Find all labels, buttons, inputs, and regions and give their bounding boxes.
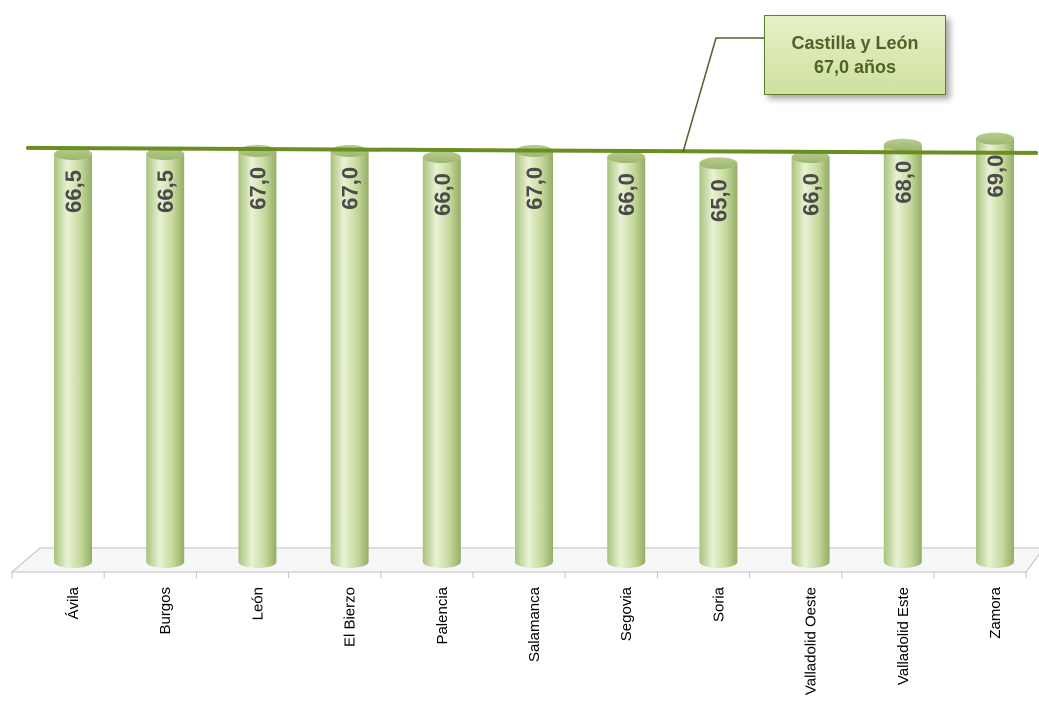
x-tick-label: Salamanca (526, 586, 543, 662)
bar-body (146, 154, 185, 568)
bar-cap (976, 132, 1014, 145)
bar-2: 66,5 (146, 148, 185, 568)
bar-11: 69,0 (976, 132, 1014, 568)
bar-body (976, 138, 1014, 568)
bar-value-label: 67,0 (522, 167, 547, 210)
bar-body (238, 150, 277, 569)
x-tick-label: Segovia (618, 586, 635, 641)
bars: 66,5 66,5 67,0 67,0 66,0 67,0 66,0 65,0 66,0 68,0… (54, 132, 1014, 569)
bar-7: 66,0 (607, 151, 646, 568)
x-tick-label: Palencia (434, 586, 451, 644)
bar-4: 67,0 (330, 144, 369, 569)
x-tick-label: Valladolid Este (895, 587, 912, 685)
bar-cap (883, 138, 922, 151)
bar-value-label: 66,0 (430, 173, 455, 216)
bar-value-label: 69,0 (983, 155, 1008, 198)
x-tick-label: León (249, 587, 266, 620)
bar-body (330, 150, 369, 569)
bar-5: 66,0 (422, 151, 461, 568)
bar-body (791, 157, 830, 568)
bar-body (54, 154, 92, 568)
callout-leader (682, 37, 764, 153)
bar-6: 67,0 (515, 144, 553, 569)
bar-value-label: 67,0 (338, 167, 363, 210)
x-tick-label: El Bierzo (342, 587, 359, 647)
bar-value-label: 65,0 (706, 179, 731, 222)
bar-value-label: 66,0 (614, 173, 639, 216)
bar-cap (791, 151, 830, 164)
bar-cap (146, 148, 185, 160)
bar-value-label: 66,5 (61, 170, 86, 213)
bar-cap (54, 148, 92, 160)
bar-9: 66,0 (791, 151, 830, 568)
bar-3: 67,0 (238, 144, 277, 569)
bar-cap (699, 157, 738, 170)
bar-value-label: 67,0 (245, 167, 270, 210)
bar-body (515, 150, 553, 569)
bar-1: 66,5 (54, 148, 92, 568)
callout-line1: Castilla y León (791, 33, 919, 53)
bar-body (422, 157, 461, 568)
x-tick-label: Soria (710, 586, 727, 622)
bar-value-label: 66,5 (153, 170, 178, 213)
bar-10: 68,0 (883, 138, 922, 568)
bar-body (883, 144, 922, 568)
bar-value-label: 66,0 (799, 173, 824, 216)
bar-cap (422, 151, 461, 164)
bar-value-label: 68,0 (891, 161, 916, 204)
x-tick-labels: Ávila Burgos León El Bierzo Palencia Salamanc… (65, 586, 1004, 695)
bar-8: 65,0 (699, 157, 738, 568)
bar-body (607, 157, 646, 568)
x-tick-label: Valladolid Oeste (803, 587, 820, 695)
reference-line (26, 145, 1038, 155)
x-tick-label: Zamora (987, 586, 1004, 638)
bar-cap (607, 151, 646, 164)
x-tick-label: Burgos (157, 587, 174, 635)
x-ticks (11, 572, 1027, 578)
callout-line2: 67,0 años (813, 57, 897, 77)
x-tick-label: Ávila (65, 586, 82, 619)
reference-callout: Castilla y León 67,0 años (764, 15, 946, 95)
bar-body (699, 163, 738, 568)
